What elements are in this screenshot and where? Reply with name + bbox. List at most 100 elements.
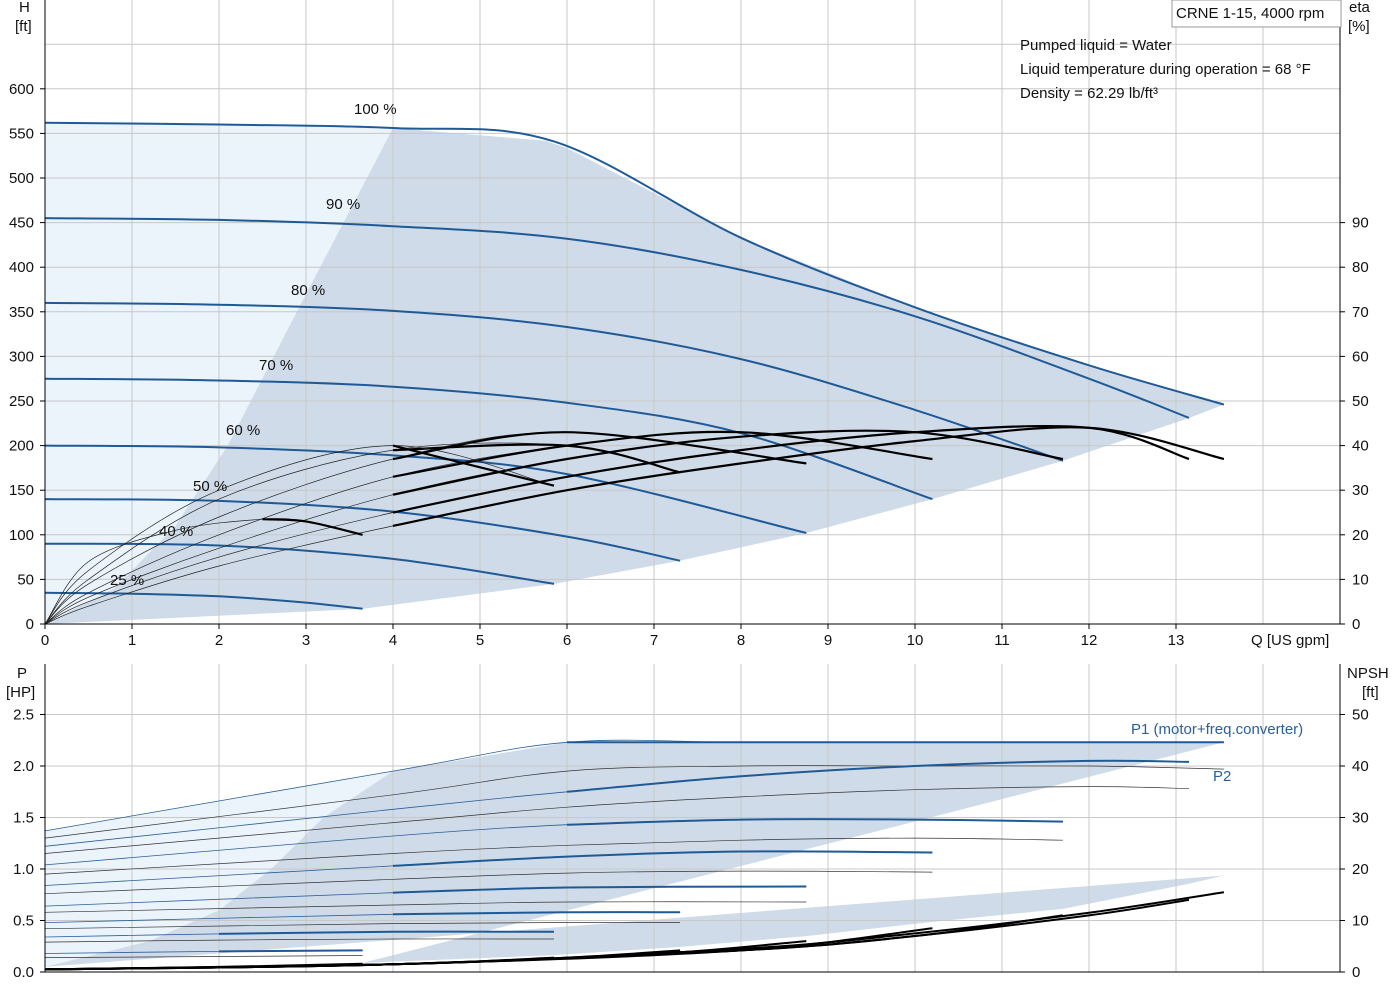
y-tick-label: 500 <box>9 170 34 187</box>
y-tick-label: 550 <box>9 125 34 142</box>
y-axis-name-h: H <box>19 0 30 16</box>
y-tick-label: 50 <box>17 571 34 588</box>
x-axis-label: Q [US gpm] <box>1251 632 1329 649</box>
y2-tick-label: 10 <box>1352 913 1369 930</box>
speed-label-80: 80 % <box>291 282 325 299</box>
y2-tick-label: 80 <box>1352 259 1369 276</box>
head-curve <box>44 444 807 534</box>
x-tick-label: 5 <box>476 632 484 649</box>
head-curve <box>44 217 1190 419</box>
speed-label-70: 70 % <box>259 357 293 374</box>
y-tick-label: 2.5 <box>13 707 34 724</box>
speed-label-100: 100 % <box>354 101 397 118</box>
p1-curve <box>392 850 933 867</box>
p1-curve <box>566 759 1190 793</box>
head-chart: 0501001502002503003504004505005506000102… <box>9 0 1371 649</box>
x-tick-label: 12 <box>1081 632 1098 649</box>
p2-curve <box>44 938 555 943</box>
title-box <box>1171 0 1342 28</box>
y2-tick-label: 30 <box>1352 482 1369 499</box>
speed-label-40: 40 % <box>159 523 193 540</box>
head-curve <box>44 121 1225 406</box>
x-tick-label: 2 <box>215 632 223 649</box>
y-tick-label: 0 <box>26 616 34 633</box>
info-line-liquid: Pumped liquid = Water <box>1020 37 1172 54</box>
y-tick-label: 350 <box>9 304 34 321</box>
efficiency-curve <box>392 444 555 487</box>
x-tick-label: 1 <box>128 632 136 649</box>
y2-tick-label: 60 <box>1352 348 1369 365</box>
y-tick-label: 250 <box>9 393 34 410</box>
y2-tick-label: 20 <box>1352 527 1369 544</box>
y2-tick-label: 0 <box>1352 616 1360 633</box>
power-curves <box>44 739 1224 958</box>
p2-curve <box>44 955 363 958</box>
p1-series-label: P1 (motor+freq.converter) <box>1131 721 1303 738</box>
y-axis-unit-hp: [HP] <box>6 684 35 701</box>
speed-label-60: 60 % <box>226 422 260 439</box>
p2-curve <box>44 765 1224 839</box>
head-curve <box>44 301 1064 462</box>
chart-title: CRNE 1-15, 4000 rpm <box>1176 5 1324 22</box>
y-tick-label: 150 <box>9 482 34 499</box>
npsh-curve <box>44 962 363 971</box>
operating-region <box>45 128 1224 624</box>
y-axis-unit-ft: [ft] <box>15 18 32 35</box>
y2-tick-label: 50 <box>1352 393 1369 410</box>
y2-tick-label: 30 <box>1352 810 1369 827</box>
head-curve <box>44 498 681 562</box>
operating-area-fill <box>45 122 1224 625</box>
speed-label-25: 25 % <box>110 572 144 589</box>
y2-tick-label: 10 <box>1352 571 1369 588</box>
head-curves <box>44 121 1225 610</box>
y-axis-name-p: P <box>17 665 27 682</box>
x-tick-label: 0 <box>41 632 49 649</box>
y-tick-label: 0.5 <box>13 913 34 930</box>
y2-axis-unit-pct: [%] <box>1348 18 1370 35</box>
y2-axis-name-npsh: NPSH <box>1347 665 1389 682</box>
p2-series-label: P2 <box>1213 768 1231 785</box>
power-tick-labels: 0.0 0.5 1.0 1.5 2.0 2.5 0 10 20 30 40 50 <box>13 707 1369 982</box>
power-axes <box>40 664 1345 973</box>
p1-curve <box>218 930 555 935</box>
x-tick-label: 13 <box>1168 632 1185 649</box>
x-tick-label: 7 <box>650 632 658 649</box>
x-tick-label: 9 <box>824 632 832 649</box>
y-tick-label: 2.0 <box>13 758 34 775</box>
x-tick-label: 11 <box>994 632 1010 649</box>
head-curve <box>44 591 363 610</box>
y2-tick-label: 90 <box>1352 215 1369 232</box>
head-curve <box>44 377 933 501</box>
head-axes <box>40 0 1345 629</box>
y-tick-label: 1.0 <box>13 861 34 878</box>
info-line-density: Density = 62.29 lb/ft³ <box>1020 85 1158 102</box>
efficiency-curve <box>392 443 681 474</box>
efficiency-curve <box>392 430 933 478</box>
x-tick-label: 8 <box>737 632 745 649</box>
y2-tick-label: 50 <box>1352 707 1369 724</box>
x-tick-label: 4 <box>389 632 397 649</box>
p2-curve <box>44 922 681 930</box>
p1-curve <box>566 818 1063 826</box>
y2-axis-name-eta: eta <box>1349 0 1371 16</box>
y-tick-label: 600 <box>9 81 34 98</box>
efficiency-curve-thin <box>44 445 555 625</box>
head-curve <box>44 542 555 585</box>
p2-curve <box>44 870 933 895</box>
y-tick-label: 100 <box>9 527 34 544</box>
x-tick-label: 3 <box>302 632 310 649</box>
x-tick-label: 10 <box>907 632 924 649</box>
head-tick-labels: 0501001502002503003504004505005506000102… <box>9 81 1369 649</box>
efficiency-curves <box>44 424 1225 625</box>
y-tick-label: 1.5 <box>13 810 34 827</box>
y-tick-label: 450 <box>9 215 34 232</box>
efficiency-curve <box>262 518 363 536</box>
y2-tick-label: 0 <box>1352 964 1360 981</box>
y2-tick-label: 40 <box>1352 438 1369 455</box>
y-tick-label: 0.0 <box>13 964 34 981</box>
y2-tick-label: 70 <box>1352 304 1369 321</box>
p2-curve <box>44 837 1063 875</box>
speed-label-50: 50 % <box>193 478 227 495</box>
p1-curve <box>392 885 807 894</box>
